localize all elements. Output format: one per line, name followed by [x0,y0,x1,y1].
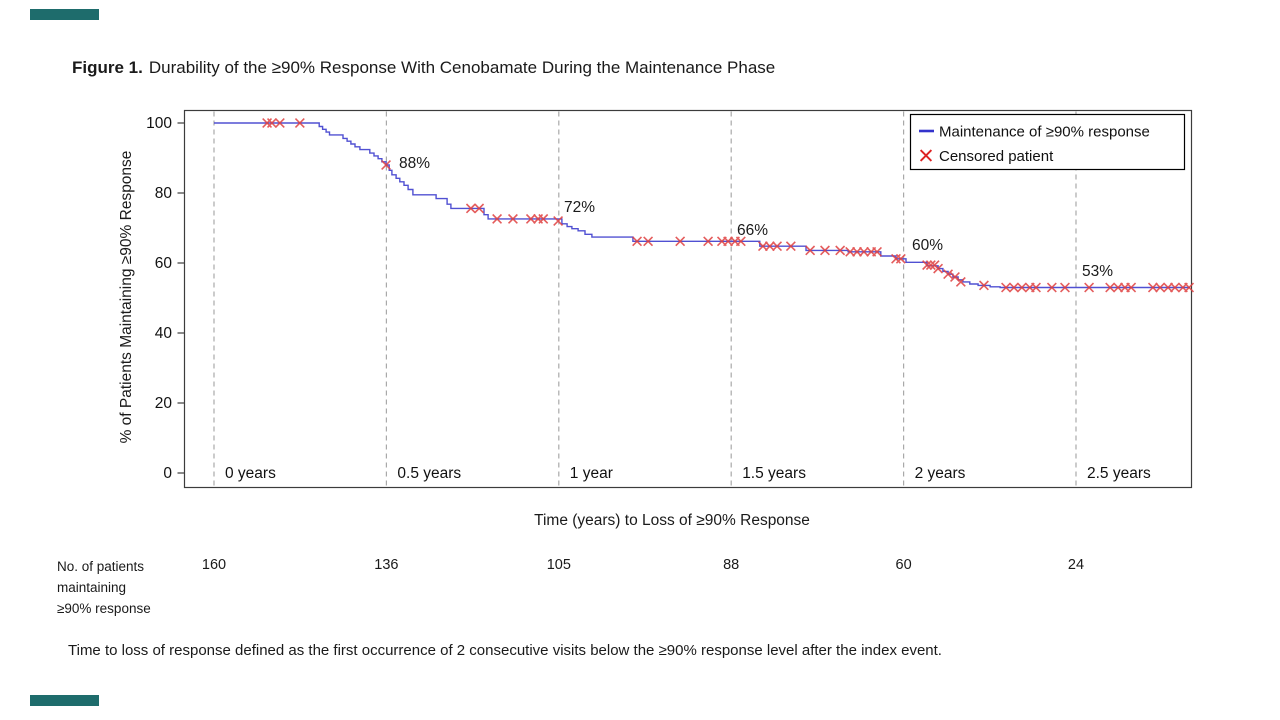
y-tick-label: 20 [155,395,173,412]
censor-x-mark [553,216,564,226]
censor-x-mark [978,280,989,291]
censor-x-mark [294,118,305,128]
risk-table-label-line1: No. of patients [57,559,145,574]
risk-table-value: 160 [201,557,227,573]
censor-x-mark [943,269,954,280]
censor-x-mark [872,246,883,257]
censor-x-mark [266,118,277,128]
censor-x-mark [643,236,654,247]
censor-x-mark [474,203,485,214]
figure-title-prefix: Figure 1. [72,58,143,77]
legend-label-censored: Censored patient [939,148,1054,165]
censor-x-mark [735,236,746,247]
censor-x-mark [1155,282,1166,293]
annotation-88%: 88% [399,155,430,172]
annotation-72%: 72% [564,199,595,216]
censor-x-mark [703,236,714,247]
censor-x-mark [1046,282,1057,293]
x-tick-label: 0 years [225,465,276,482]
x-tick-label: 2.5 years [1087,465,1151,482]
figure-title: Figure 1. Durability of the ≥90% Response… [72,58,775,78]
risk-table-label-line3: ≥90% response [57,601,151,616]
censor-x-mark [492,213,503,224]
censor-x-mark [820,245,830,256]
censor-x-mark [933,263,944,274]
censor-x-mark [835,245,846,256]
censor-x-mark [274,118,285,128]
censor-marks [262,118,1195,293]
censor-x-mark [1001,282,1011,293]
y-tick-label: 100 [146,115,172,132]
censor-x-mark [465,203,476,214]
censor-x-mark [955,276,966,287]
censor-x-mark [785,241,796,252]
censor-x-mark [525,213,536,224]
censor-x-mark [538,213,549,224]
censor-x-mark [507,213,518,224]
risk-table-label: No. of patients maintaining ≥90% respons… [57,556,151,619]
risk-table-label-line2: maintaining [57,580,127,595]
censor-x-mark [1060,282,1070,293]
figure-title-text: Durability of the ≥90% Response With Cen… [148,58,776,77]
censor-x-mark [950,272,960,282]
x-tick-label: 1.5 years [742,465,806,482]
risk-table-value: 24 [1067,557,1085,573]
censor-x-mark [922,260,933,271]
annotation-60%: 60% [912,237,943,254]
x-tick-label: 2 years [915,465,966,482]
y-tick-label: 40 [155,325,173,342]
x-tick-label: 1 year [570,465,613,482]
censor-x-mark [1184,282,1195,293]
risk-table-value: 136 [374,557,399,573]
annotation-53%: 53% [1082,263,1113,280]
footnote: Time to loss of response defined as the … [68,642,942,659]
censor-x-mark [1031,282,1041,293]
y-tick-label: 0 [163,465,172,482]
censor-x-mark [1126,282,1137,293]
annotation-66%: 66% [737,222,768,239]
censor-x-mark [1105,282,1116,293]
risk-table-value: 88 [723,557,740,573]
censor-x-mark [895,253,906,264]
censor-x-mark [805,245,816,256]
slide-accent-bar-top [30,9,99,20]
slide-accent-bar-bottom [30,695,99,706]
legend: Maintenance of ≥90% response Censored pat… [909,113,1186,171]
risk-table-value: 105 [546,557,571,573]
censor-x-mark [1147,282,1158,293]
censor-x-mark [1008,282,1019,293]
legend-x-swatch [919,149,933,162]
legend-label-maintenance: Maintenance of ≥90% response [939,124,1150,141]
censor-x-mark [381,160,392,170]
y-tick-label: 80 [155,185,173,202]
censor-x-mark [1169,282,1180,293]
censor-x-mark [925,260,936,271]
censor-x-mark [632,236,643,247]
y-tick-label: 60 [155,255,173,272]
censor-x-mark [675,236,686,247]
censor-x-mark [772,241,783,252]
censor-x-mark [858,246,869,257]
censor-x-mark [764,241,775,252]
x-axis-title: Time (years) to Loss of ≥90% Response [534,512,810,529]
x-tick-label: 0.5 years [397,465,461,482]
legend-box [909,113,1186,171]
censor-x-mark [1084,282,1095,293]
censor-x-mark [1016,282,1027,293]
risk-table-value: 60 [895,557,912,573]
plot-border [183,109,1193,489]
